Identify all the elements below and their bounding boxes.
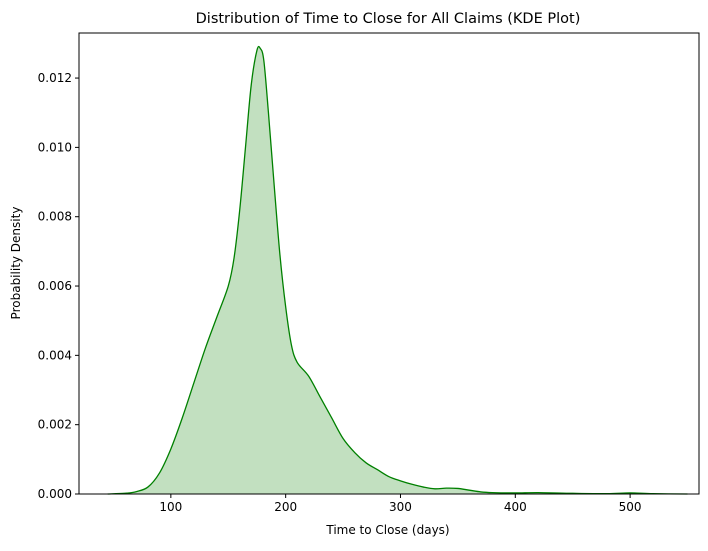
x-tick-label: 500 (619, 500, 642, 514)
x-axis-ticks: 100 200 300 400 500 (159, 494, 642, 514)
y-tick-label: 0.004 (38, 348, 72, 362)
y-tick-label: 0.000 (38, 487, 72, 501)
kde-area-fill (107, 46, 688, 494)
chart-title: Distribution of Time to Close for All Cl… (196, 11, 581, 27)
x-tick-label: 200 (274, 500, 297, 514)
y-axis-label: Probability Density (9, 207, 23, 320)
y-tick-label: 0.006 (38, 279, 72, 293)
plot-frame (78, 32, 700, 495)
y-axis-ticks: 0.000 0.002 0.004 0.006 0.008 0.010 0.012 (38, 71, 79, 501)
y-tick-label: 0.012 (38, 71, 72, 85)
plot-area (107, 45, 688, 495)
x-axis-label: Time to Close (days) (325, 523, 449, 537)
kde-curve (107, 45, 688, 495)
x-tick-label: 300 (389, 500, 412, 514)
y-tick-label: 0.002 (38, 418, 72, 432)
y-tick-label: 0.008 (38, 210, 72, 224)
x-tick-label: 100 (159, 500, 182, 514)
x-tick-label: 400 (504, 500, 527, 514)
y-tick-label: 0.010 (38, 140, 72, 154)
